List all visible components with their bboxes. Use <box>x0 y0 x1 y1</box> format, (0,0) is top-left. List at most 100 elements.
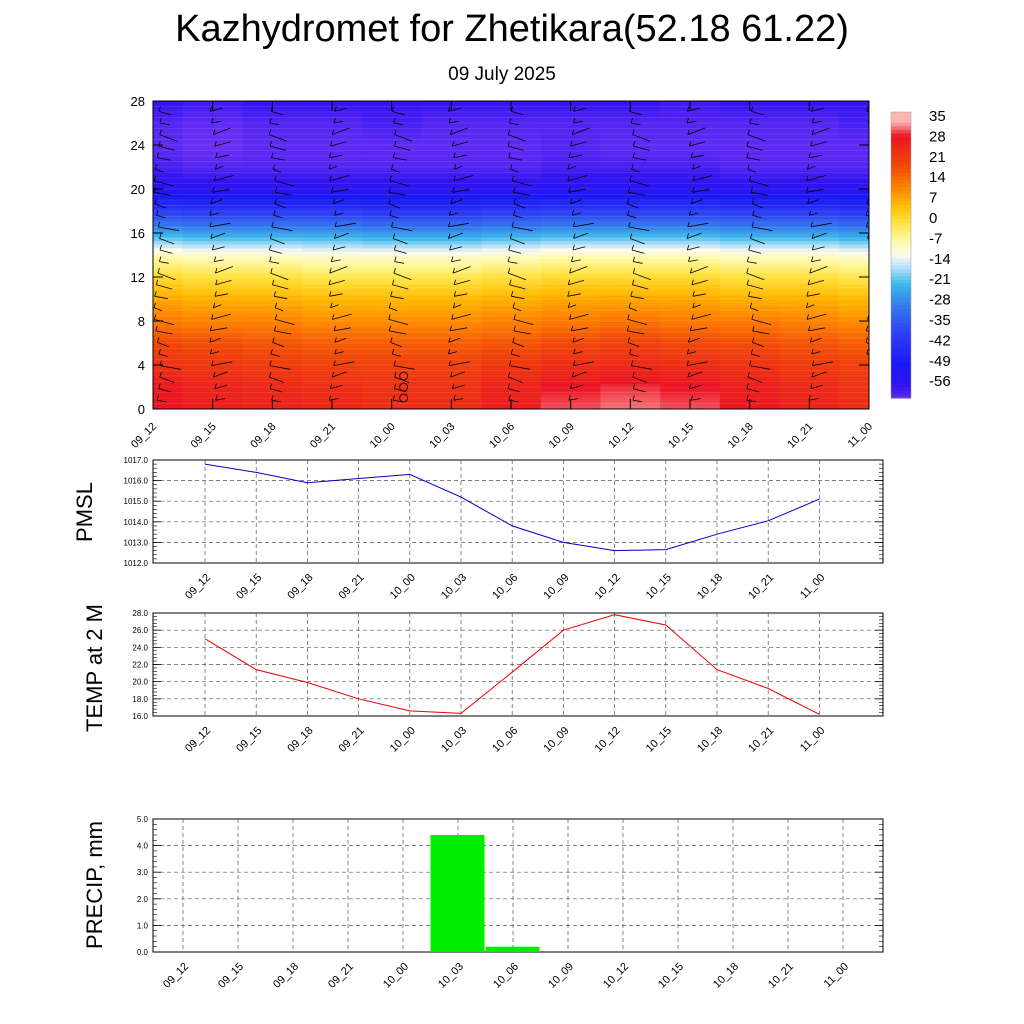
heatmap-cell <box>839 306 869 311</box>
heatmap-cell <box>779 156 840 161</box>
heatmap-cell <box>600 137 661 142</box>
wind-barb <box>690 395 694 401</box>
heatmap-cell <box>779 346 840 351</box>
heatmap-cell <box>182 251 244 256</box>
x-tick-label: 09_15 <box>189 421 219 451</box>
heatmap-cells <box>153 101 869 409</box>
heatmap-cell <box>153 240 184 245</box>
heatmap-cell <box>481 214 542 219</box>
heatmap-cell <box>421 123 482 128</box>
heatmap-cell <box>481 339 542 344</box>
heatmap-cell <box>361 236 423 241</box>
colorbar-swatch <box>891 272 911 278</box>
heatmap-cell <box>779 361 840 366</box>
heatmap-cell <box>242 299 303 304</box>
wind-barb <box>632 256 635 262</box>
heatmap-cell <box>540 244 602 249</box>
wind-barb <box>159 129 162 135</box>
wind-barb-flag <box>393 157 407 161</box>
heatmap-cell <box>153 134 184 139</box>
x-tick-label: 09_12 <box>161 961 191 991</box>
heatmap-cell <box>779 288 840 293</box>
heatmap-cell <box>481 170 542 175</box>
wind-barb-flag <box>630 295 644 300</box>
heatmap-cell <box>540 192 602 197</box>
colorbar-swatch <box>891 122 911 127</box>
wind-barb <box>865 337 868 343</box>
heatmap-cell <box>481 361 542 366</box>
heatmap-cell <box>361 394 423 399</box>
heatmap-cell <box>481 123 542 128</box>
heatmap-cell <box>421 130 482 135</box>
x-tick-label: 10_00 <box>388 572 418 602</box>
heatmap-cell <box>242 211 303 216</box>
heatmap-cell <box>242 192 303 197</box>
wind-barb <box>628 302 631 308</box>
heatmap-cell <box>153 407 184 409</box>
heatmap-cell <box>302 350 363 355</box>
heatmap-cell <box>153 174 184 179</box>
heatmap-cell <box>182 167 244 172</box>
panel-frame <box>152 459 884 564</box>
heatmap-cell <box>153 299 184 304</box>
heatmap-cell <box>481 159 542 164</box>
wind-barb-flag <box>275 319 295 325</box>
heatmap-cell <box>719 372 781 377</box>
y-tick-label: 0.0 <box>137 948 149 957</box>
chart-subtitle: 09 July 2025 <box>448 64 556 85</box>
colorbar-swatch <box>891 297 911 303</box>
wind-barb <box>453 291 457 297</box>
wind-barb-flag <box>210 351 220 355</box>
wind-barb <box>332 314 335 320</box>
heatmap-cell <box>600 266 661 271</box>
wind-barb <box>447 106 451 112</box>
wind-barb-flag <box>508 157 523 161</box>
heatmap-cell <box>421 262 482 267</box>
wind-barb-flag <box>274 203 287 209</box>
heatmap-cell <box>719 126 781 131</box>
heatmap-cell <box>779 372 840 377</box>
heatmap-cell <box>660 112 721 117</box>
heatmap-cell <box>421 222 482 227</box>
heatmap-cell <box>182 211 244 216</box>
colorbar-swatch <box>891 172 911 177</box>
wind-barb-flag <box>211 361 233 366</box>
wind-barb <box>450 129 453 135</box>
colorbar-swatch <box>891 333 911 338</box>
heatmap-cell <box>839 401 869 405</box>
wind-barb-flag <box>393 122 404 126</box>
heatmap-cell <box>660 357 721 362</box>
heatmap-cell <box>660 148 721 153</box>
wind-barb <box>159 233 162 239</box>
colorbar-swatch <box>891 383 911 388</box>
heatmap-cell <box>481 185 542 190</box>
heatmap-cell <box>719 277 781 282</box>
wind-barb-flag <box>331 259 341 262</box>
wind-barb <box>450 371 453 378</box>
wind-barb-flag <box>511 180 532 187</box>
wind-barb <box>569 314 572 320</box>
colorbar-swatch <box>891 208 911 213</box>
wind-barb <box>391 221 394 228</box>
wind-barb-flag <box>333 120 344 124</box>
colorbar-swatch <box>891 194 911 199</box>
wind-barb <box>689 325 693 332</box>
heatmap-cell <box>153 247 184 252</box>
heatmap-cell <box>153 284 184 289</box>
heatmap-cell <box>600 332 661 337</box>
wind-barb <box>211 360 214 366</box>
heatmap-cell <box>660 346 721 351</box>
heatmap-cell <box>242 335 303 340</box>
wind-barb-flag <box>751 319 772 325</box>
wind-barb <box>391 164 394 170</box>
wind-barb <box>627 337 630 343</box>
y-tick-label: 1015.0 <box>124 497 149 506</box>
heatmap-cell <box>242 383 303 388</box>
wind-barb <box>510 348 513 355</box>
heatmap-cell <box>839 102 869 106</box>
wind-barb-flag <box>159 249 173 254</box>
wind-barb-flag <box>329 266 348 274</box>
wind-barb <box>631 164 634 170</box>
heatmap-cell <box>540 255 602 260</box>
y-tick-label: 16 <box>131 226 145 241</box>
